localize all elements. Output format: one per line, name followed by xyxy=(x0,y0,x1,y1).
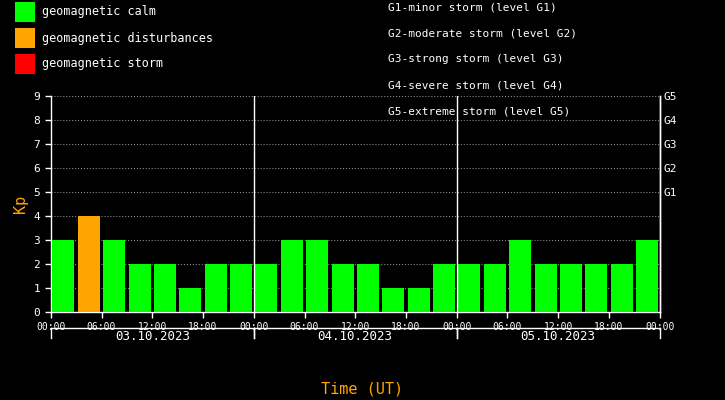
Bar xyxy=(585,264,608,312)
Bar xyxy=(179,288,202,312)
Bar xyxy=(230,264,252,312)
Bar xyxy=(357,264,379,312)
Bar xyxy=(281,240,303,312)
Bar xyxy=(433,264,455,312)
Y-axis label: Kp: Kp xyxy=(13,195,28,213)
Bar xyxy=(52,240,75,312)
Bar xyxy=(610,264,633,312)
Bar xyxy=(331,264,354,312)
Bar xyxy=(78,216,100,312)
Bar xyxy=(128,264,151,312)
Text: geomagnetic disturbances: geomagnetic disturbances xyxy=(42,32,213,44)
Bar xyxy=(407,288,430,312)
Bar xyxy=(636,240,658,312)
Bar xyxy=(382,288,405,312)
Text: Time (UT): Time (UT) xyxy=(321,381,404,396)
Text: G2-moderate storm (level G2): G2-moderate storm (level G2) xyxy=(388,28,577,38)
Bar xyxy=(458,264,481,312)
Bar xyxy=(306,240,328,312)
Text: geomagnetic calm: geomagnetic calm xyxy=(42,6,156,18)
Bar xyxy=(534,264,557,312)
Bar xyxy=(509,240,531,312)
Bar xyxy=(204,264,227,312)
Text: 05.10.2023: 05.10.2023 xyxy=(521,330,596,343)
Bar xyxy=(103,240,125,312)
Bar xyxy=(661,264,684,312)
Text: G3-strong storm (level G3): G3-strong storm (level G3) xyxy=(388,54,563,64)
Text: 04.10.2023: 04.10.2023 xyxy=(318,330,393,343)
Bar xyxy=(560,264,582,312)
Bar xyxy=(255,264,278,312)
Bar xyxy=(154,264,176,312)
Text: G5-extreme storm (level G5): G5-extreme storm (level G5) xyxy=(388,106,570,116)
Bar xyxy=(484,264,506,312)
Text: G1-minor storm (level G1): G1-minor storm (level G1) xyxy=(388,2,557,12)
Text: geomagnetic storm: geomagnetic storm xyxy=(42,58,163,70)
Text: 03.10.2023: 03.10.2023 xyxy=(115,330,190,343)
Text: G4-severe storm (level G4): G4-severe storm (level G4) xyxy=(388,80,563,90)
